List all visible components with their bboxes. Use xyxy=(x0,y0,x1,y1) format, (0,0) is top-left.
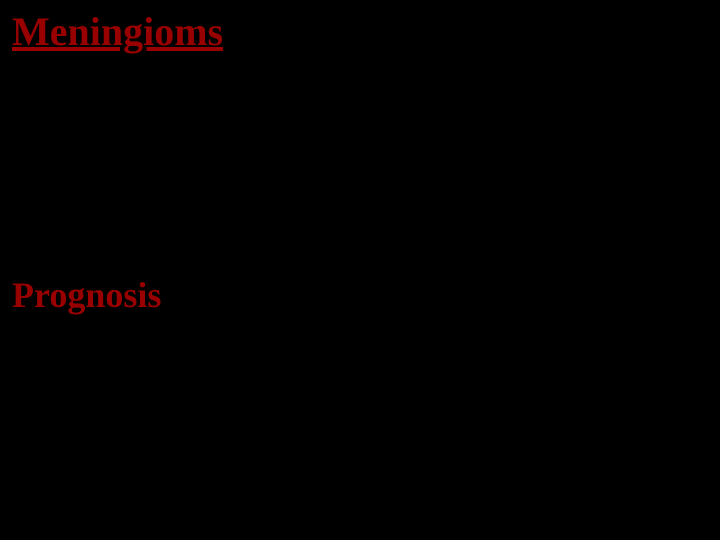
prognosis-line-3: ~ often can be completely xyxy=(12,366,708,413)
clinical-heading: Clinical presentation depends on: xyxy=(12,94,708,141)
prognosis-line-4: excised xyxy=(12,413,708,460)
prognosis-line-1: Prognosis – ~ benign (usually) xyxy=(12,272,708,319)
slide-title: Meningioms xyxy=(12,10,708,54)
clinical-item-a: a) Site xyxy=(12,141,708,188)
spacer xyxy=(12,234,708,272)
prognosis-line-1-rest: – ~ benign (usually) xyxy=(161,275,469,315)
slide: Meningioms Clinical presentation depends… xyxy=(0,0,720,540)
clinical-item-b: b) Rapidity of growth xyxy=(12,188,708,235)
prognosis-label: Prognosis xyxy=(12,275,161,315)
prognosis-line-2: ~ slowly growing xyxy=(12,319,708,366)
